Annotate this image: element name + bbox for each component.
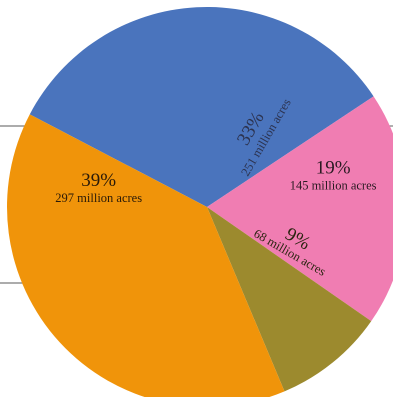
slice-label-4: 39%297 million acres [55, 170, 142, 205]
slice-acres-label: 297 million acres [55, 191, 142, 205]
slice-percent-label: 39% [81, 170, 116, 191]
pie-slice-19-percent [207, 96, 393, 322]
pie-slice-9-percent [207, 207, 372, 392]
slice-label-2: 19%145 million acres [290, 158, 377, 193]
pie-slices [7, 7, 393, 397]
pie-slice-39-percent [7, 114, 285, 397]
slice-percent-label: 19% [316, 158, 351, 179]
slice-acres-label: 145 million acres [290, 179, 377, 193]
pie-slice-33-percent [29, 7, 374, 207]
